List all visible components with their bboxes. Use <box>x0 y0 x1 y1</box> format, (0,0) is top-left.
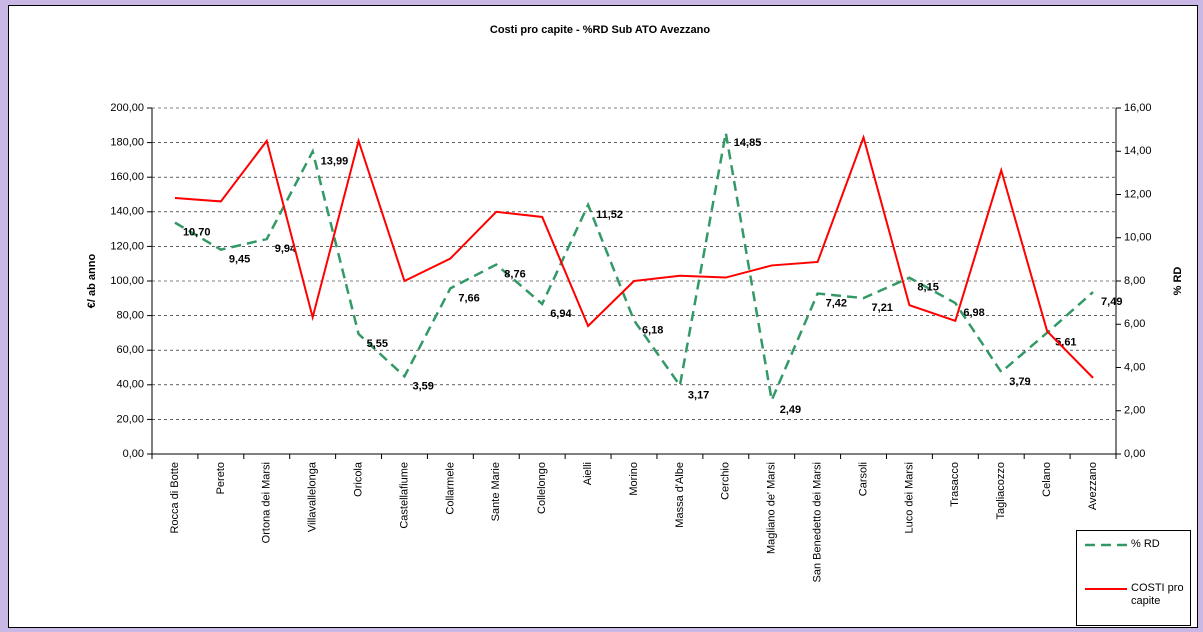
x-tick-label: Avezzano <box>1087 462 1099 510</box>
data-label: 11,52 <box>596 209 623 221</box>
chart-frame <box>8 5 1198 628</box>
y2-tick-label: 14,00 <box>1124 145 1152 157</box>
data-label: 7,42 <box>826 297 847 309</box>
data-label: 10,70 <box>183 227 211 239</box>
x-tick-label: Collelongo <box>536 462 548 514</box>
y-tick-label: 180,00 <box>110 137 144 149</box>
data-label: 3,59 <box>412 380 433 392</box>
x-tick-label: Collarmele <box>444 462 456 515</box>
x-tick-label: Oricola <box>352 461 364 497</box>
data-label: 5,55 <box>367 338 388 350</box>
y2-tick-label: 12,00 <box>1124 188 1152 200</box>
y2-tick-label: 2,00 <box>1124 405 1145 417</box>
x-tick-label: Cerchio <box>720 462 732 500</box>
x-tick-label: Ortona dei Marsi <box>261 462 273 543</box>
x-tick-label: Villavallelonga <box>307 461 319 532</box>
y-tick-label: 0,00 <box>123 448 144 460</box>
x-tick-label: Tagliacozzo <box>995 462 1007 519</box>
y-tick-label: 140,00 <box>110 206 144 218</box>
x-tick-label: Rocca di Botte <box>169 462 181 534</box>
y-tick-label: 100,00 <box>110 275 144 287</box>
x-tick-label: Sante Marie <box>490 462 502 521</box>
legend-label: % RD <box>1131 538 1160 550</box>
x-tick-label: San Benedetto dei Marsi <box>812 462 824 582</box>
y-tick-label: 20,00 <box>116 413 144 425</box>
legend-label: COSTI pro capite <box>1131 582 1184 607</box>
y2-tick-label: 8,00 <box>1124 275 1145 287</box>
y2-axis-label: % RD <box>1172 267 1184 296</box>
data-label: 6,98 <box>963 307 984 319</box>
x-tick-label: Massa d'Albe <box>674 462 686 528</box>
data-label: 14,85 <box>734 137 762 149</box>
legend: % RD COSTI pro capite <box>1076 530 1191 626</box>
data-label: 7,49 <box>1101 296 1122 308</box>
data-label: 7,66 <box>458 292 479 304</box>
y2-tick-label: 10,00 <box>1124 232 1152 244</box>
y-tick-label: 60,00 <box>116 344 144 356</box>
y2-tick-label: 16,00 <box>1124 102 1152 114</box>
data-label: 7,21 <box>872 302 893 314</box>
data-label: 13,99 <box>321 155 349 167</box>
y-tick-label: 160,00 <box>110 171 144 183</box>
data-label: 6,18 <box>642 324 663 336</box>
series-line <box>174 134 1094 379</box>
y2-tick-label: 4,00 <box>1124 361 1145 373</box>
x-tick-label: Pereto <box>215 462 227 494</box>
data-label: 6,94 <box>550 308 572 320</box>
y-tick-label: 80,00 <box>116 310 144 322</box>
x-tick-label: Carsoli <box>857 462 869 496</box>
data-label: 9,45 <box>229 254 250 266</box>
y2-tick-label: 6,00 <box>1124 318 1145 330</box>
x-tick-label: Aielli <box>582 462 594 485</box>
x-tick-label: Magliano de' Marsi <box>766 462 778 554</box>
y-tick-label: 200,00 <box>110 102 144 114</box>
x-tick-label: Morino <box>628 462 640 496</box>
series-line <box>174 132 1094 405</box>
y2-tick-label: 0,00 <box>1124 448 1145 460</box>
chart-title: Costi pro capite - %RD Sub ATO Avezzano <box>490 24 711 36</box>
data-label: 8,15 <box>917 282 938 294</box>
x-tick-label: Luco dei Marsi <box>903 462 915 534</box>
data-label: 3,79 <box>1009 376 1030 388</box>
y-tick-label: 40,00 <box>116 379 144 391</box>
x-tick-label: Trasacco <box>949 462 961 507</box>
legend-swatches <box>1085 543 1127 590</box>
y-axis-label: €/ ab anno <box>86 254 98 309</box>
data-label: 3,17 <box>688 389 709 401</box>
x-tick-label: Celano <box>1041 462 1053 497</box>
y-tick-label: 120,00 <box>110 240 144 252</box>
data-label: 2,49 <box>780 404 801 416</box>
x-tick-label: Castellafiume <box>398 462 410 529</box>
data-label: 9,94 <box>275 243 297 255</box>
data-label: 8,76 <box>504 268 525 280</box>
